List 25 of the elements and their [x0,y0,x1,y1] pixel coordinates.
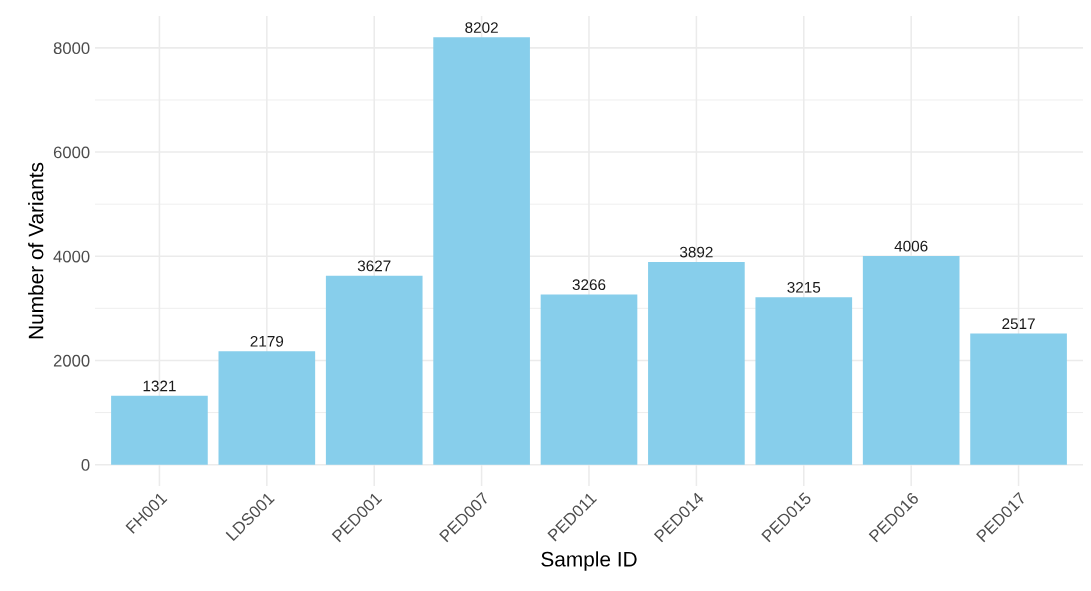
data-label: 3892 [679,246,713,258]
y-axis-title: Number of Variants [28,162,44,339]
y-tick-label: 4000 [53,250,90,263]
data-label: 2179 [250,335,284,347]
bar [433,37,530,465]
data-label: 1321 [143,380,176,392]
y-tick-label: 8000 [53,42,90,55]
data-label: 3627 [357,260,391,272]
bar [755,297,853,465]
y-tick-label: 0 [81,459,90,471]
x-axis-title: Sample ID [541,551,637,571]
bar [325,275,423,465]
data-label: 4006 [894,240,928,252]
y-tick-label: 2000 [53,354,90,367]
data-label: 3215 [787,281,821,293]
bar [970,333,1067,465]
data-label: 8202 [465,22,498,33]
data-label: 3266 [572,279,606,291]
bar [218,351,316,465]
bar [648,261,745,465]
data-label: 2517 [1002,318,1035,330]
bar [862,255,960,465]
y-tick-label: 6000 [53,146,90,159]
bar [111,395,208,465]
bar [540,294,638,465]
